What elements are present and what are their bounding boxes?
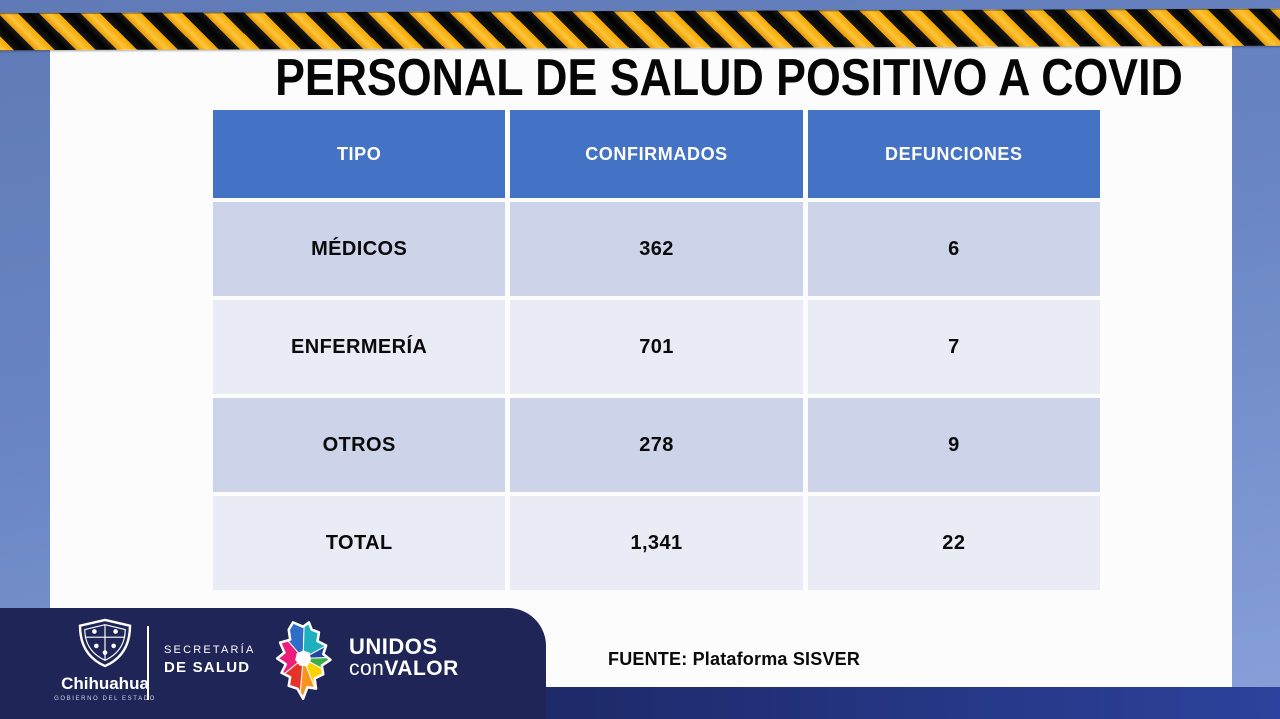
table-row-medicos-confirmados: 362 xyxy=(510,202,803,296)
de-salud-label: DE SALUD xyxy=(164,659,251,676)
footer-divider xyxy=(147,626,149,700)
column-header-defunciones: DEFUNCIONES xyxy=(807,110,1100,198)
column-header-confirmados: CONFIRMADOS xyxy=(510,110,803,198)
table-row-total-defunciones: 22 xyxy=(807,496,1100,590)
secretaria-label: SECRETARÍA xyxy=(164,644,256,656)
government-wordmark: Chihuahua xyxy=(61,674,149,693)
table-row-enfermeria-confirmados: 701 xyxy=(510,300,803,394)
table-row-medicos-tipo: MÉDICOS xyxy=(213,202,506,296)
unidos-con-valor-wordmark: UNIDOS conVALOR xyxy=(349,636,459,682)
valor-label: VALOR xyxy=(384,657,459,680)
secretaria-block: SECRETARÍA DE SALUD xyxy=(164,644,255,676)
table-row-medicos-defunciones: 6 xyxy=(807,202,1100,296)
source-label: FUENTE: Plataforma SISVER xyxy=(608,649,861,669)
table-row-otros-defunciones: 9 xyxy=(807,398,1100,492)
table-row-enfermeria-defunciones: 7 xyxy=(807,300,1100,394)
data-table: TIPO CONFIRMADOS DEFUNCIONES MÉDICOS 362… xyxy=(213,110,1100,590)
caution-tape-stripe xyxy=(0,8,1280,51)
table-row-otros-tipo: OTROS xyxy=(213,398,506,492)
column-header-tipo: TIPO xyxy=(213,110,506,198)
government-logo: Chihuahua GOBIERNO DEL ESTADO xyxy=(40,618,170,702)
table-row-otros-confirmados: 278 xyxy=(510,398,803,492)
chihuahua-state-map-icon xyxy=(275,621,332,700)
government-caption: GOBIERNO DEL ESTADO xyxy=(54,696,156,702)
unidos-label: UNIDOS xyxy=(349,634,438,659)
page-title: PERSONAL DE SALUD POSITIVO A COVID xyxy=(275,49,1183,107)
table-row-total-confirmados: 1,341 xyxy=(510,496,803,590)
footer-logo-panel: Chihuahua GOBIERNO DEL ESTADO SECRETARÍA… xyxy=(0,608,546,719)
table-row-enfermeria-tipo: ENFERMERÍA xyxy=(213,300,506,394)
table-row-total-tipo: TOTAL xyxy=(213,496,506,590)
con-label: con xyxy=(349,657,385,680)
shield-icon xyxy=(78,618,132,668)
